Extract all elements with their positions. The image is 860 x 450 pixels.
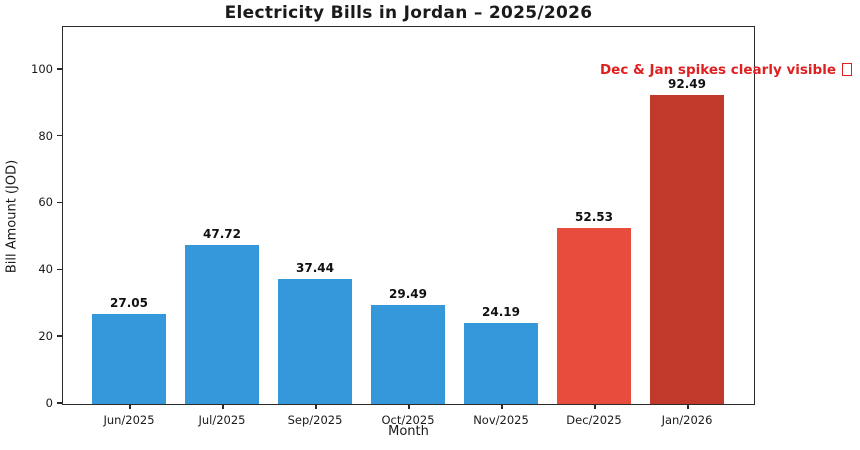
bar — [185, 244, 259, 404]
x-tick-mark — [222, 404, 224, 409]
x-tick-label: Jul/2025 — [198, 413, 246, 427]
x-tick-mark — [687, 404, 689, 409]
y-tick-label: 20 — [38, 329, 53, 344]
y-tick-mark — [56, 68, 62, 70]
bar — [557, 228, 631, 404]
bar-value-label: 27.05 — [110, 295, 148, 310]
x-tick-label: Sep/2025 — [287, 413, 343, 427]
annotation: Dec & Jan spikes clearly visible — [600, 62, 852, 78]
x-tick-mark — [408, 404, 410, 409]
bar — [278, 278, 352, 404]
x-tick-label: Oct/2025 — [381, 413, 435, 427]
x-tick-label: Dec/2025 — [566, 413, 622, 427]
y-tick-mark — [56, 402, 62, 404]
bar — [650, 94, 724, 404]
bar-value-label: 29.49 — [389, 287, 427, 302]
bar-value-label: 47.72 — [203, 226, 241, 241]
y-tick-label: 40 — [38, 262, 53, 277]
plot-area: 27.05 Jun/2025 47.72 Jul/2025 37.44 Sep/2025 2… — [31, 26, 755, 427]
y-tick-mark — [56, 134, 62, 137]
x-tick-label: Jan/2026 — [661, 413, 713, 427]
y-tick-label: 0 — [45, 396, 53, 410]
x-tick-mark — [129, 404, 131, 409]
y-tick-label: 100 — [31, 61, 53, 76]
annotation-text: Dec & Jan spikes clearly visible — [599, 62, 836, 78]
x-tick-mark — [501, 404, 503, 409]
bar-value-label: 52.53 — [575, 210, 613, 225]
y-tick-label: 60 — [38, 195, 53, 210]
y-axis-label: Bill Amount (JOD) — [4, 159, 20, 274]
bar — [92, 313, 166, 404]
y-tick-label: 80 — [38, 128, 53, 143]
bar — [464, 323, 538, 404]
x-tick-label: Jun/2025 — [103, 413, 155, 427]
y-tick-mark — [56, 335, 62, 337]
chart-title: Electricity Bills in Jordan – 2025/2026 — [224, 3, 593, 23]
x-tick-mark — [594, 404, 596, 409]
bar-value-label: 92.49 — [668, 76, 706, 91]
bar-value-label: 24.19 — [482, 305, 520, 320]
x-axis-label: Month — [388, 424, 429, 439]
bar — [371, 305, 445, 404]
bar-value-label: 37.44 — [296, 260, 334, 275]
missing-glyph-icon — [842, 63, 852, 76]
y-tick-mark — [56, 201, 62, 204]
x-tick-label: Nov/2025 — [473, 413, 529, 427]
y-tick-mark — [56, 268, 62, 271]
x-tick-mark — [315, 404, 317, 409]
